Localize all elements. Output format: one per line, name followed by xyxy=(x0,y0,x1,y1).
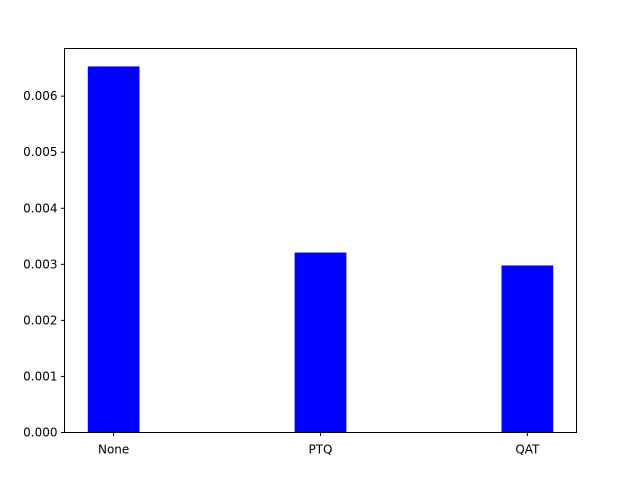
x-tick-label-ptq: PTQ xyxy=(308,443,332,457)
y-tick-label: 0.001 xyxy=(23,369,57,383)
y-tick-label: 0.004 xyxy=(23,201,57,215)
bar-ptq xyxy=(294,252,347,433)
bar-qat xyxy=(501,265,554,433)
y-axis: 0.000 0.001 0.002 0.003 0.004 0.005 0.006 xyxy=(23,89,65,440)
y-tick-label: 0.003 xyxy=(23,257,57,271)
y-tick-label: 0.005 xyxy=(23,145,57,159)
x-tick-label-qat: QAT xyxy=(515,443,540,457)
y-tick-label: 0.006 xyxy=(23,89,57,103)
x-tick-label-none: None xyxy=(98,443,129,457)
x-axis: None PTQ QAT xyxy=(98,432,540,457)
bars-group xyxy=(87,66,554,433)
y-tick-label: 0.002 xyxy=(23,313,57,327)
bar-none xyxy=(87,66,140,433)
y-tick-label: 0.000 xyxy=(23,426,57,440)
